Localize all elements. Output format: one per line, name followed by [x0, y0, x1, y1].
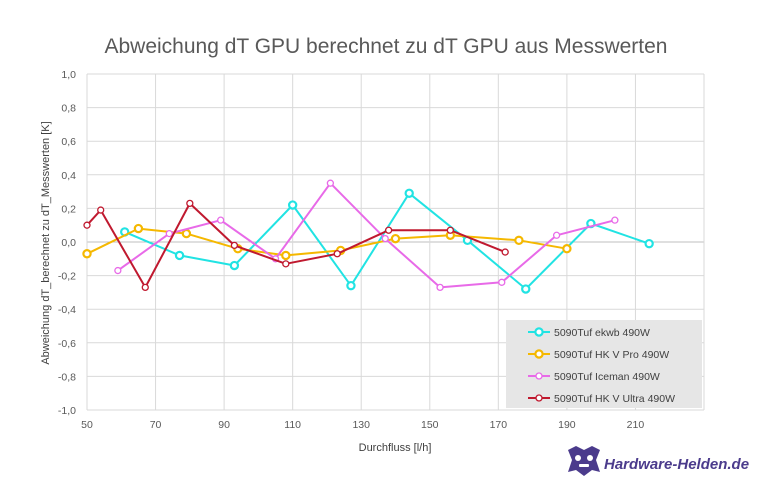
data-point	[282, 260, 290, 268]
data-point	[141, 283, 149, 292]
chart-title: Abweichung dT GPU berechnet zu dT GPU au…	[104, 35, 667, 58]
y-tick-label: -0,2	[58, 271, 76, 283]
hardware-helden-logo-icon	[568, 446, 600, 476]
x-tick-label: 150	[421, 419, 439, 431]
x-tick-label: 70	[150, 419, 162, 431]
series-line	[117, 182, 616, 289]
data-point	[83, 221, 91, 229]
data-point	[281, 250, 291, 261]
data-point	[501, 248, 509, 256]
data-point	[346, 280, 356, 291]
y-tick-label: 0,0	[61, 237, 76, 249]
legend-marker	[535, 394, 543, 402]
data-point	[404, 188, 414, 198]
y-tick-label: 0,6	[61, 136, 76, 148]
data-point	[381, 234, 389, 243]
data-point	[174, 250, 185, 261]
y-tick-label: 0,4	[61, 170, 76, 182]
legend-entry-label: 5090Tuf Iceman 490W	[554, 371, 660, 383]
data-point	[384, 226, 393, 234]
legend-marker	[534, 349, 544, 359]
y-axis-ticks: 1,0 0,8 0,6 0,4 0,2 0,0 -0,2 -0,4 -0,6 -0,8 -1,0	[58, 69, 76, 417]
data-point	[217, 216, 225, 224]
legend-entry-label: 5090Tuf HK V Pro 490W	[554, 349, 669, 361]
y-tick-label: -0,4	[58, 304, 76, 316]
data-point	[552, 231, 561, 239]
legend-marker	[535, 372, 543, 380]
data-point	[436, 283, 444, 292]
data-point	[186, 199, 194, 208]
legend-entry-label: 5090Tuf HK V Ultra 490W	[554, 393, 675, 405]
series-line	[124, 192, 650, 290]
data-point	[514, 235, 524, 246]
y-tick-label: 0,8	[61, 103, 76, 115]
series-4	[83, 199, 509, 292]
data-point	[644, 238, 654, 249]
x-tick-label: 130	[352, 419, 370, 431]
data-point	[521, 284, 531, 294]
x-axis-label: Durchfluss [l/h]	[359, 442, 432, 454]
data-point	[498, 278, 506, 286]
x-tick-label: 210	[627, 419, 645, 431]
data-point	[326, 179, 335, 187]
series-1	[120, 188, 654, 294]
data-point	[333, 250, 341, 258]
watermark: Hardware-Helden.de	[568, 446, 749, 476]
y-tick-label: 0,2	[61, 203, 76, 215]
series-line	[86, 202, 506, 289]
legend-marker	[534, 327, 544, 337]
data-point	[229, 260, 240, 271]
data-point	[446, 226, 454, 234]
x-tick-label: 170	[490, 419, 508, 431]
data-point	[390, 233, 401, 244]
y-tick-label: 1,0	[61, 69, 76, 81]
data-point	[165, 229, 173, 238]
legend-entry-label: 5090Tuf ekwb 490W	[554, 327, 650, 339]
x-tick-label: 190	[558, 419, 576, 431]
x-tick-label: 90	[218, 419, 230, 431]
x-tick-label: 50	[81, 419, 93, 431]
data-point	[611, 216, 619, 224]
watermark-text: Hardware-Helden.de	[604, 456, 749, 473]
legend: 5090Tuf ekwb 490W 5090Tuf HK V Pro 490W 50…	[506, 320, 702, 408]
y-tick-label: -0,8	[58, 371, 76, 383]
y-tick-label: -0,6	[58, 338, 76, 350]
data-point	[562, 244, 572, 254]
series-group	[82, 179, 654, 294]
y-tick-label: -1,0	[58, 405, 76, 417]
y-axis-label: Abweichung dT_berechnet zu dT_Messwerten…	[40, 121, 52, 364]
series-line	[86, 227, 568, 257]
data-point	[133, 223, 144, 234]
data-point	[114, 266, 122, 275]
x-axis-ticks: 50 70 90 110 130 150 170 190 210	[81, 419, 644, 431]
data-point	[82, 249, 92, 259]
data-point	[230, 241, 239, 250]
data-point	[97, 206, 105, 214]
data-point	[181, 228, 192, 239]
x-tick-label: 110	[284, 419, 301, 431]
data-point	[287, 200, 298, 210]
